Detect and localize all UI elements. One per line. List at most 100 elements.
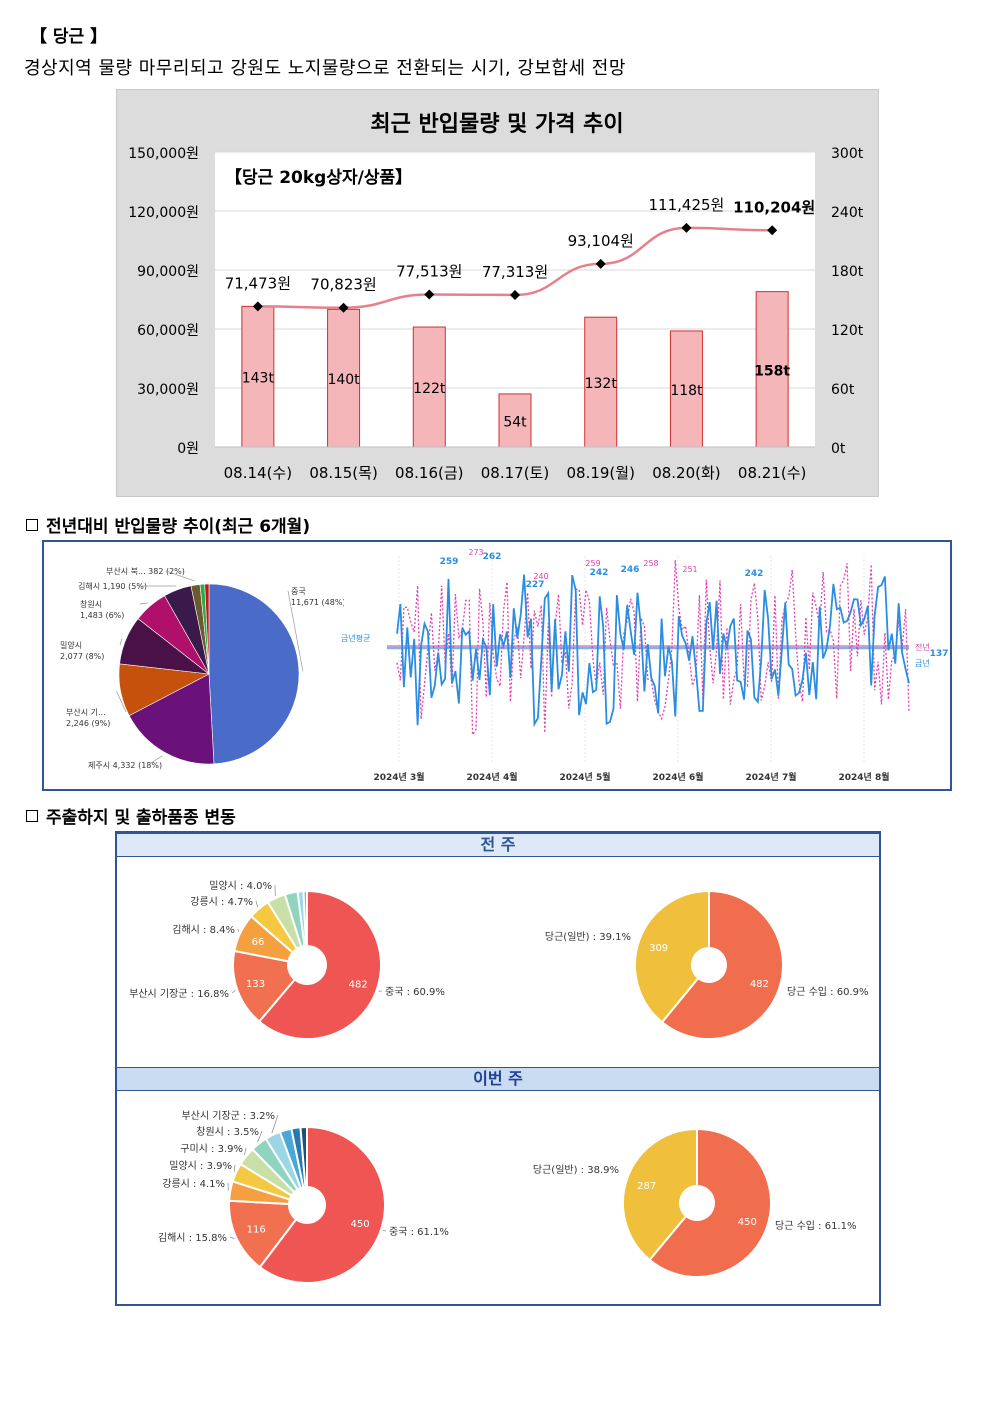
slice-value: 66 bbox=[252, 937, 265, 948]
pie-slice bbox=[128, 673, 215, 765]
bar bbox=[755, 291, 789, 448]
slice-label: 밀양시 : 4.0% bbox=[209, 880, 272, 892]
pie-slice bbox=[660, 889, 784, 1040]
slice-label: 당근(일반) : 38.9% bbox=[533, 1164, 619, 1176]
bar bbox=[584, 316, 618, 448]
pie-slice bbox=[204, 583, 210, 675]
bar-label: 143t bbox=[242, 371, 275, 387]
y-left-tick: 90,000원 bbox=[137, 264, 199, 280]
slice-label: 강릉시 : 4.7% bbox=[190, 896, 253, 908]
slice-label: 김해시 : 15.8% bbox=[158, 1231, 227, 1244]
x-tick: 2024년 6월 bbox=[652, 771, 703, 783]
slice-label: 당근 수입 : 61.1% bbox=[775, 1219, 856, 1232]
pie-label: 김해시 1,190 (5%) bbox=[78, 581, 147, 591]
peak-label-curr: 242 bbox=[745, 569, 764, 579]
slice-label: 창원시 : 3.5% bbox=[196, 1126, 259, 1138]
bar-label: 158t bbox=[754, 363, 790, 379]
slice-value: 450 bbox=[351, 1219, 370, 1230]
prev-kind-pie: 482 309 당근 수입 : 60.9% 당근(일반) : 39.1% bbox=[545, 889, 868, 1040]
cur-origin-pie: 450 116 중국 : 61.1% 김해시 : 15.8% 강릉시 : 4.1% 밀양시… bbox=[158, 1110, 449, 1284]
y-left-tick: 0원 bbox=[177, 441, 199, 457]
peak-label-curr: 137 bbox=[930, 649, 949, 659]
price-label: 110,204원 bbox=[733, 198, 815, 216]
pie-slice bbox=[258, 1125, 386, 1284]
slice-value: 287 bbox=[637, 1181, 656, 1192]
y-right-tick: 180t bbox=[831, 264, 864, 280]
price-label: 111,425원 bbox=[649, 196, 725, 214]
peak-label-prev: 259 bbox=[585, 559, 600, 568]
slice-label: 밀양시 : 3.9% bbox=[169, 1160, 232, 1172]
section-title: 【 당근 】 bbox=[30, 27, 108, 47]
slice-label: 강릉시 : 4.1% bbox=[162, 1178, 225, 1190]
price-point bbox=[252, 301, 263, 312]
checkbox-icon bbox=[26, 810, 38, 822]
yoy-section-title: 전년대비 반입물량 추이(최근 6개월) bbox=[26, 512, 310, 537]
pie-slice bbox=[302, 889, 308, 948]
slice-label: 당근(일반) : 39.1% bbox=[545, 931, 631, 943]
slice-label: 중국 : 60.9% bbox=[385, 986, 445, 998]
bar bbox=[412, 326, 446, 448]
y-right-tick: 60t bbox=[831, 382, 855, 398]
prev-origin-pie: 482 133 66 중국 : 60.9% 부산시 기장군 : 16.8% 김해시 : 8… bbox=[129, 880, 445, 1040]
peak-label-prev: 273 bbox=[468, 548, 483, 557]
leader-line bbox=[119, 638, 123, 646]
pie-slice bbox=[622, 1127, 698, 1262]
x-tick: 08.20(화) bbox=[652, 464, 720, 482]
price-point bbox=[338, 302, 349, 313]
bar bbox=[241, 305, 275, 448]
pie-label: 부산시 기... bbox=[66, 707, 106, 717]
pie-slice bbox=[634, 889, 710, 1024]
x-tick: 2024년 8월 bbox=[838, 771, 889, 783]
slice-value: 482 bbox=[750, 979, 769, 990]
slice-label: 구미시 : 3.9% bbox=[180, 1143, 243, 1155]
price-point bbox=[767, 225, 778, 236]
x-tick: 08.16(금) bbox=[395, 464, 463, 482]
peak-label-curr: 227 bbox=[526, 580, 545, 590]
pie-slice bbox=[257, 889, 382, 1040]
y-left-tick: 60,000원 bbox=[137, 323, 199, 339]
legend-curr: 금년 bbox=[915, 658, 930, 668]
chart-title: 최근 반입물량 및 가격 추이 bbox=[370, 112, 623, 137]
x-tick: 2024년 3월 bbox=[373, 771, 424, 783]
leader-line bbox=[257, 1130, 263, 1143]
price-point bbox=[681, 222, 692, 233]
chart-subtitle: 【당근 20kg상자/상품】 bbox=[225, 167, 412, 188]
leader-line bbox=[382, 1230, 387, 1232]
y-right-tick: 0t bbox=[831, 441, 846, 457]
main-chart-panel: 최근 반입물량 및 가격 추이 143t 140t 122t 54t 132t 118t 1… bbox=[116, 89, 879, 497]
leader-line bbox=[231, 989, 236, 994]
price-label: 71,473원 bbox=[225, 274, 291, 292]
pie-label: 1,483 (6%) bbox=[80, 611, 124, 620]
pie-slice bbox=[299, 1125, 308, 1189]
y-right-tick: 240t bbox=[831, 205, 864, 221]
pie-label: 밀양시 bbox=[60, 641, 82, 650]
peak-label-prev: 251 bbox=[682, 565, 697, 574]
origin-section-title: 주출하지 및 출하품종 변동 bbox=[26, 803, 236, 828]
bar bbox=[498, 393, 532, 448]
pie-slice bbox=[648, 1127, 772, 1278]
panel-this-week: 이번 주 bbox=[117, 1067, 879, 1091]
leader-line bbox=[229, 1236, 235, 1239]
checkbox-icon bbox=[26, 519, 38, 531]
avg-label: 금년평균 bbox=[341, 633, 370, 643]
slice-label: 부산시 기장군 : 3.2% bbox=[181, 1110, 275, 1122]
x-tick: 08.17(토) bbox=[481, 464, 549, 482]
summary-text: 경상지역 물량 마무리되고 강원도 노지물량으로 전환되는 시기, 강보합세 전… bbox=[24, 58, 626, 79]
y-left-tick: 150,000원 bbox=[128, 146, 199, 162]
price-label: 77,313원 bbox=[482, 263, 548, 281]
bar-label: 122t bbox=[413, 381, 446, 397]
price-point bbox=[424, 289, 435, 300]
bar bbox=[669, 330, 703, 448]
slice-value: 482 bbox=[349, 980, 368, 991]
leader-line bbox=[255, 900, 259, 908]
price-label: 77,513원 bbox=[396, 263, 462, 281]
yoy-panel: 중국 11,671 (48%) 제주시 4,332 (18%) 부산시 기... 2,2… bbox=[42, 540, 952, 791]
x-tick: 08.14(수) bbox=[224, 464, 292, 482]
leader-line bbox=[287, 590, 304, 672]
slice-value: 450 bbox=[738, 1217, 757, 1228]
slice-value: 309 bbox=[649, 943, 668, 954]
main-chart: 최근 반입물량 및 가격 추이 143t 140t 122t 54t 132t 118t 1… bbox=[128, 112, 864, 482]
y-right-tick: 120t bbox=[831, 323, 864, 339]
pie-label: 부산시 북... 382 (2%) bbox=[106, 566, 185, 576]
origin-pie-chart: 중국 11,671 (48%) 제주시 4,332 (18%) 부산시 기... 2,2… bbox=[60, 566, 344, 770]
